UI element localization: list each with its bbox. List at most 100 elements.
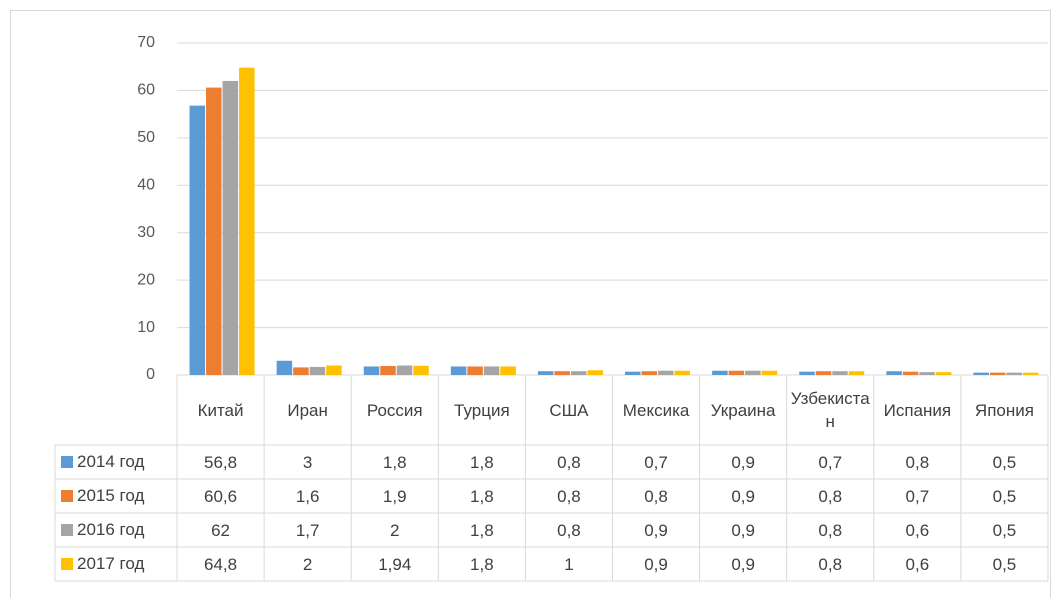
table-value: 0,6	[905, 520, 930, 540]
y-tick-label: 60	[137, 82, 155, 99]
bar	[380, 365, 396, 375]
bar	[554, 371, 570, 375]
bar	[989, 372, 1006, 375]
bar	[206, 87, 222, 375]
table-value: 1,8	[470, 554, 494, 574]
table-value: 1,7	[295, 520, 320, 540]
bar	[674, 370, 691, 375]
table-value: 0,9	[644, 554, 668, 574]
bar	[413, 365, 429, 375]
bar	[848, 371, 865, 375]
legend-label: 2017 год	[77, 554, 145, 573]
table-value: 0,8	[818, 486, 843, 506]
bar	[902, 371, 919, 375]
chart-border	[10, 10, 1051, 598]
table-value: 0,7	[644, 452, 668, 472]
y-tick-label: 10	[137, 319, 155, 336]
y-tick-label: 70	[137, 34, 155, 51]
bar	[467, 366, 483, 375]
table-value: 0,9	[731, 486, 755, 506]
bar	[396, 365, 413, 375]
legend-entry: 2014 год	[55, 445, 177, 479]
table-value: 2	[302, 554, 313, 574]
legend-swatch	[61, 558, 73, 570]
table-value: 62	[211, 520, 230, 540]
bar	[973, 372, 989, 375]
bar	[658, 370, 674, 375]
legend-entry: 2017 год	[55, 547, 177, 581]
bar	[832, 371, 848, 375]
x-tick-label: Турция	[454, 400, 510, 420]
x-tick-label: Узбекистан	[790, 389, 870, 431]
y-tick-label: 50	[137, 129, 155, 146]
y-tick-label: 20	[137, 271, 155, 288]
table-value: 0,9	[731, 452, 755, 472]
bar	[919, 372, 935, 375]
bar	[570, 371, 587, 375]
table-value: 0,9	[644, 520, 668, 540]
bar	[1022, 372, 1039, 375]
x-tick-label: Китай	[197, 400, 244, 420]
y-tick-label: 30	[137, 224, 155, 241]
table-value: 2	[390, 520, 400, 540]
bar	[537, 371, 554, 375]
table-value: 0,5	[992, 554, 1017, 574]
bar	[326, 365, 342, 375]
bar	[641, 371, 658, 375]
bar	[363, 366, 380, 375]
table-value: 0,9	[731, 520, 755, 540]
table-value: 0,5	[992, 452, 1017, 472]
bar	[189, 105, 206, 375]
x-tick-label: Украина	[710, 400, 776, 420]
table-value: 0,8	[905, 452, 930, 472]
legend-swatch	[61, 524, 73, 536]
table-value: 1,8	[382, 452, 407, 472]
table-value: 0,5	[992, 486, 1017, 506]
bar	[309, 366, 326, 375]
table-value: 64,8	[204, 554, 238, 574]
bar	[276, 360, 293, 375]
bar	[483, 366, 500, 375]
table-value: 1,6	[295, 486, 320, 506]
table-value: 0,7	[818, 452, 843, 472]
legend-swatch	[61, 490, 73, 502]
table-value: 0,8	[818, 554, 843, 574]
table-value: 0,8	[557, 452, 581, 472]
bar	[799, 371, 815, 375]
bar	[815, 371, 832, 375]
bar	[587, 370, 603, 375]
x-tick-label: Мексика	[622, 400, 690, 420]
table-value: 3	[302, 452, 313, 472]
bar	[761, 370, 778, 375]
legend-label: 2016 год	[77, 520, 145, 539]
table-value: 0,7	[905, 486, 930, 506]
bar	[1006, 372, 1022, 375]
bar	[712, 370, 728, 375]
y-tick-label: 40	[137, 177, 155, 194]
table-value: 1,8	[470, 452, 494, 472]
bar	[728, 370, 745, 375]
x-tick-label: Япония	[974, 400, 1034, 420]
legend-label: 2014 год	[77, 452, 145, 471]
table-value: 1,8	[470, 486, 494, 506]
bar	[293, 367, 309, 375]
bar	[935, 372, 952, 375]
table-value: 0,8	[644, 486, 668, 506]
bar	[745, 370, 761, 375]
table-value: 0,5	[992, 520, 1017, 540]
table-value: 60,6	[204, 486, 238, 506]
x-tick-label: США	[549, 400, 589, 420]
bar	[239, 67, 255, 376]
x-tick-label: Испания	[883, 400, 952, 420]
bar	[500, 366, 516, 375]
legend-entry: 2016 год	[55, 513, 177, 547]
y-tick-label: 0	[146, 366, 155, 383]
table-value: 1	[564, 554, 574, 574]
legend-label: 2015 год	[77, 486, 145, 505]
table-value: 1,8	[470, 520, 494, 540]
legend-swatch	[61, 456, 73, 468]
x-tick-label: Иран	[287, 400, 328, 420]
table-value: 0,6	[905, 554, 930, 574]
